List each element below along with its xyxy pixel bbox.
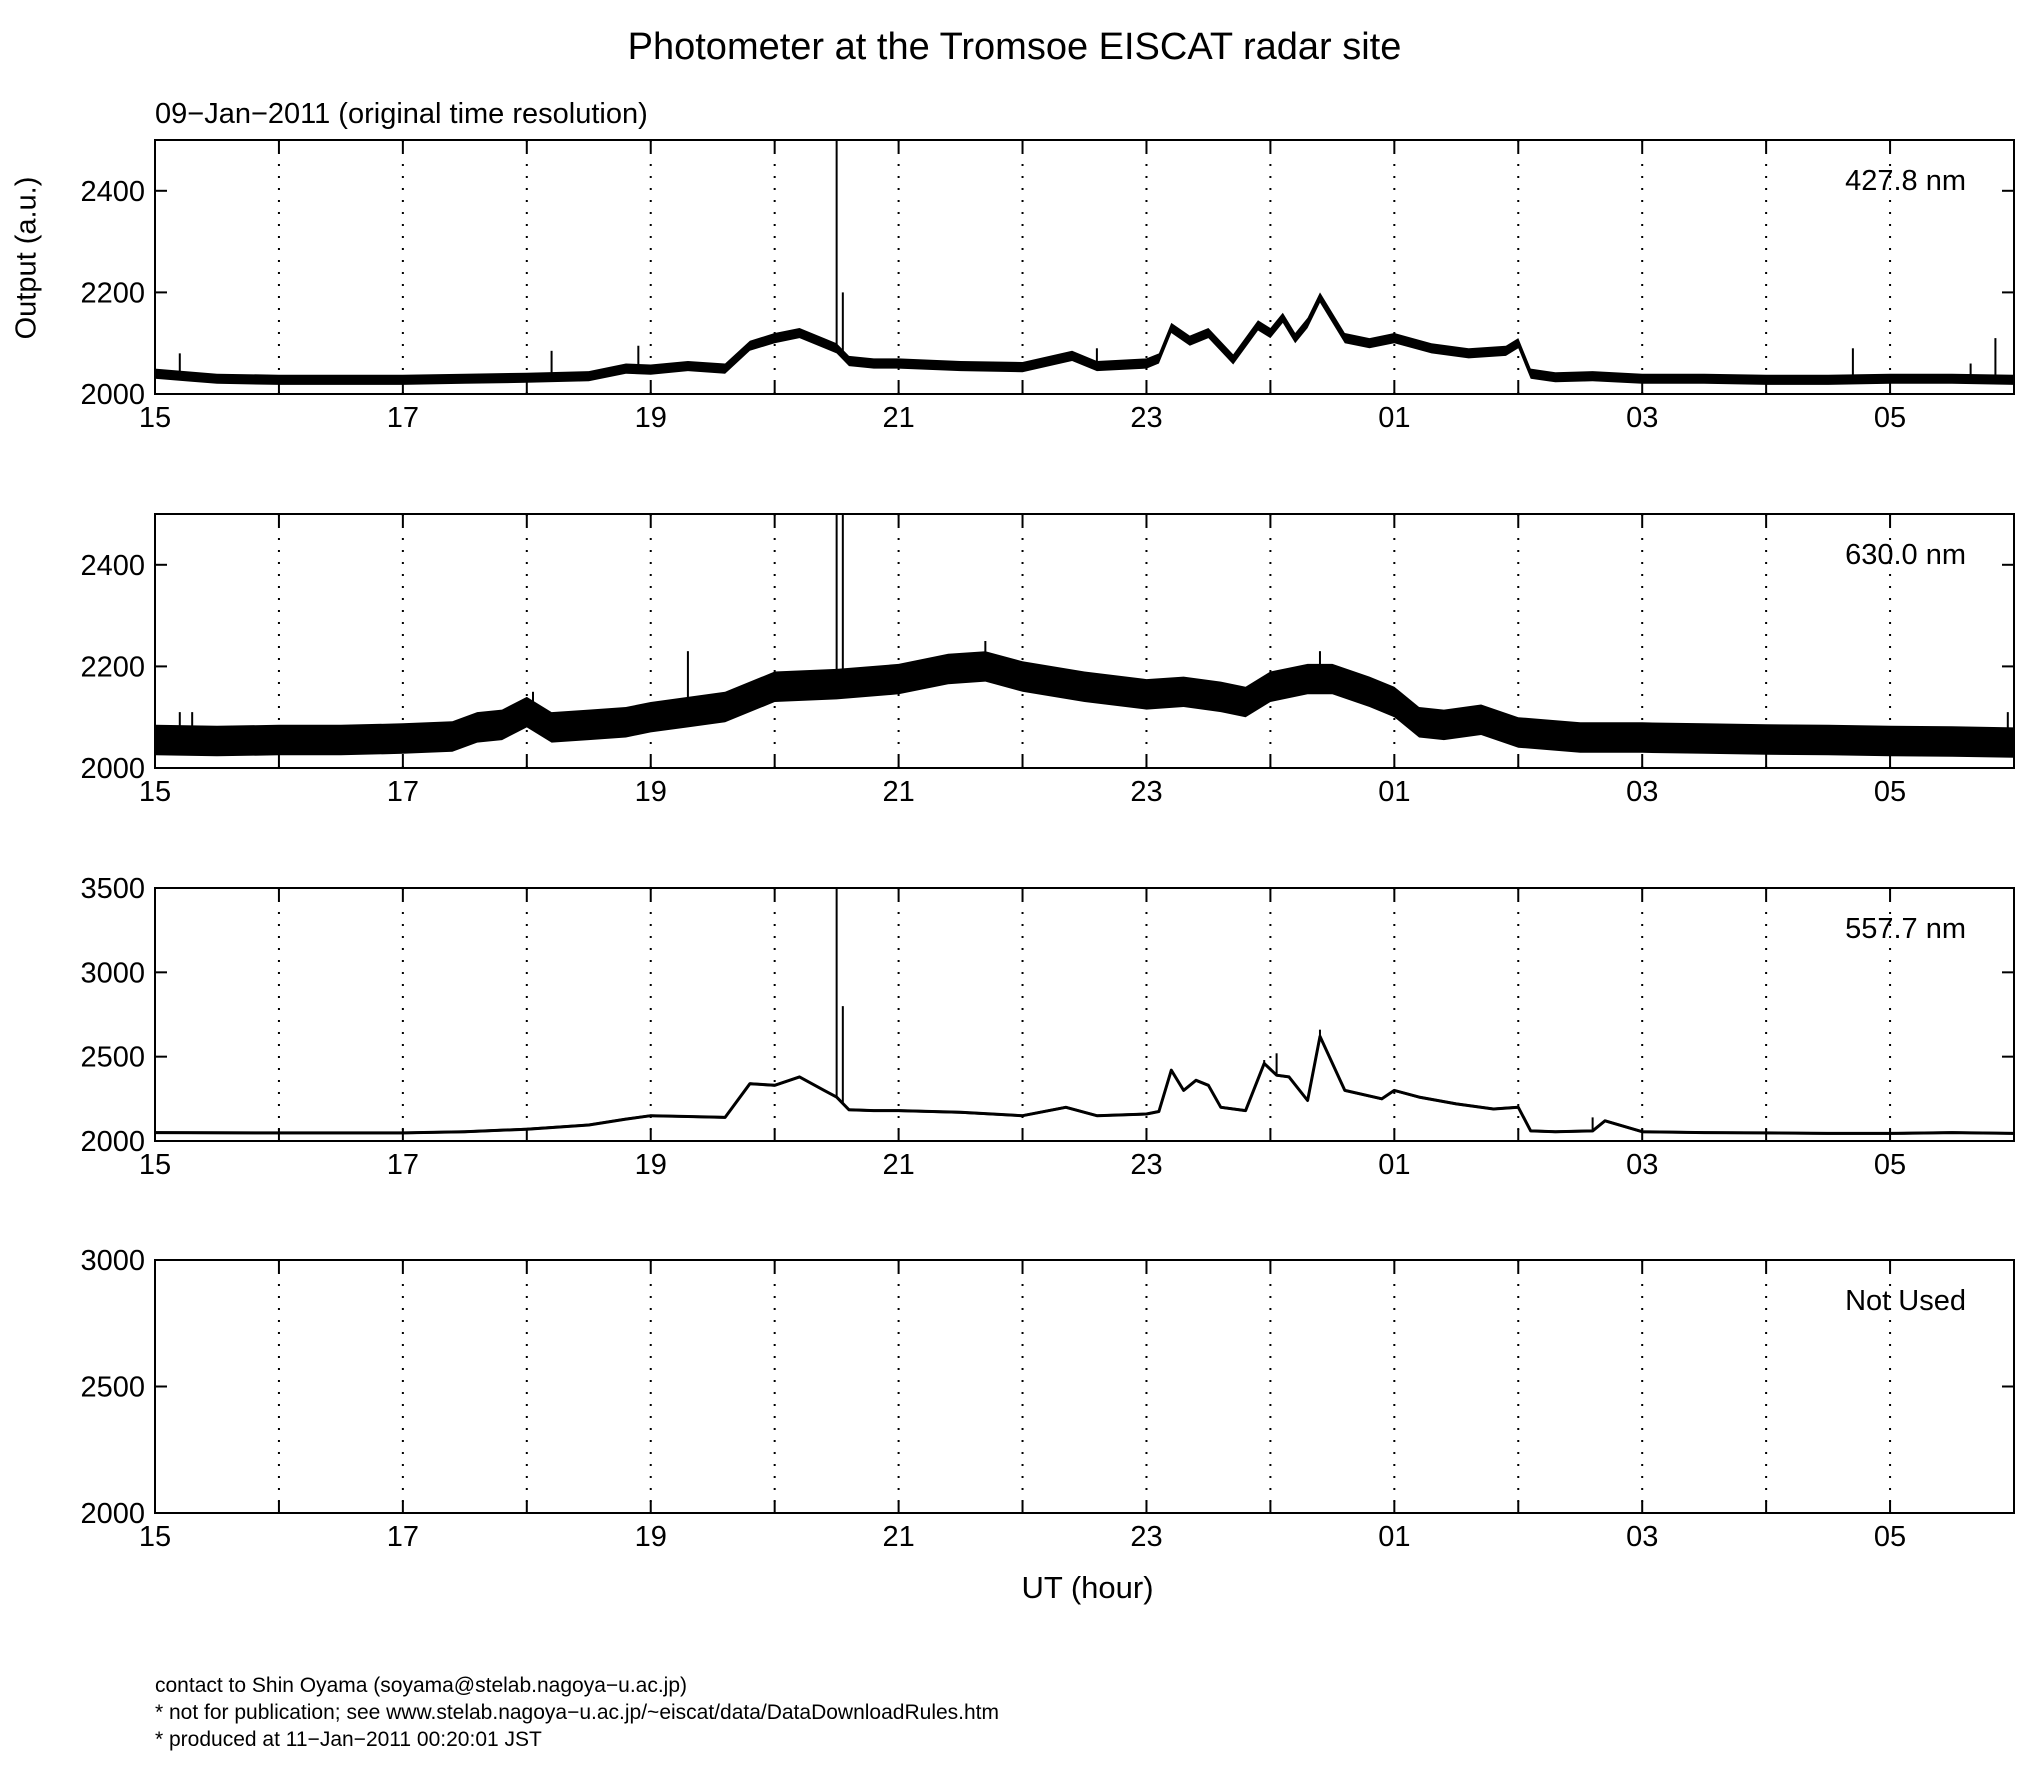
x-tick-label: 19 (635, 776, 667, 808)
x-tick-label: 01 (1378, 776, 1410, 808)
x-tick-label: 17 (387, 402, 419, 434)
plot-frame (154, 887, 2015, 1142)
y-tick-label: 2400 (80, 176, 145, 208)
x-tick-label: 01 (1378, 1521, 1410, 1553)
x-tick-label: 15 (139, 1149, 171, 1181)
panel-label: 630.0 nm (1845, 539, 1966, 571)
noise-band (155, 292, 2014, 385)
chart-subtitle: 09−Jan−2011 (original time resolution) (155, 98, 648, 130)
x-tick-label: 05 (1874, 402, 1906, 434)
x-tick-label: 19 (635, 402, 667, 434)
panel-1: 15 17 19 21 23 01 03 05 2000 2200 2400 427.8 nm (80, 139, 2015, 434)
x-tick-label: 03 (1626, 776, 1658, 808)
panel-4: 15 17 19 21 23 01 03 05 2000 2500 3000 Not Used (80, 1245, 2015, 1553)
x-tick-label: 17 (387, 776, 419, 808)
x-axis-label: UT (hour) (1021, 1570, 1154, 1605)
footer-notice: * not for publication; see www.stelab.na… (155, 1701, 999, 1724)
panel-label: Not Used (1845, 1285, 1966, 1317)
x-tick-label: 23 (1130, 402, 1162, 434)
noise-band (155, 651, 2014, 758)
panel-label: 427.8 nm (1845, 165, 1966, 197)
y-tick-label: 2500 (80, 1042, 145, 1074)
x-tick-label: 21 (882, 402, 914, 434)
x-tick-label: 01 (1378, 402, 1410, 434)
footer: contact to Shin Oyama (soyama@stelab.nag… (155, 1672, 999, 1753)
x-tick-label: 23 (1130, 776, 1162, 808)
plot-frame (154, 1259, 2015, 1514)
y-tick-label: 2500 (80, 1372, 145, 1404)
x-tick-label: 03 (1626, 1521, 1658, 1553)
panel-2: 15 17 19 21 23 01 03 05 2000 2200 2400 630.0 nm (80, 513, 2015, 808)
x-tick-label: 17 (387, 1149, 419, 1181)
chart-title: Photometer at the Tromsoe EISCAT radar s… (627, 26, 1402, 68)
panel-3: 15 17 19 21 23 01 03 05 2000 2500 3000 3500 557.7 nm (80, 873, 2015, 1181)
y-tick-label: 2000 (80, 379, 145, 411)
footer-produced: * produced at 11−Jan−2011 00:20:01 JST (155, 1728, 542, 1751)
y-tick-label: 3000 (80, 1245, 145, 1277)
y-tick-label: 3500 (80, 873, 145, 905)
plot-frame (154, 513, 2015, 769)
series-line (154, 1034, 2015, 1135)
x-tick-label: 05 (1874, 1521, 1906, 1553)
x-tick-label: 01 (1378, 1149, 1410, 1181)
x-tick-label: 03 (1626, 1149, 1658, 1181)
x-tick-label: 21 (882, 776, 914, 808)
x-tick-label: 19 (635, 1149, 667, 1181)
y-tick-label: 3000 (80, 957, 145, 989)
x-tick-label: 15 (139, 402, 171, 434)
x-tick-label: 23 (1130, 1521, 1162, 1553)
panel-label: 557.7 nm (1845, 913, 1966, 945)
footer-contact: contact to Shin Oyama (soyama@stelab.nag… (155, 1674, 688, 1697)
y-tick-label: 2000 (80, 1126, 145, 1158)
y-tick-label: 2000 (80, 1498, 145, 1530)
x-tick-label: 17 (387, 1521, 419, 1553)
x-tick-label: 21 (882, 1521, 914, 1553)
y-tick-label: 2400 (80, 550, 145, 582)
x-tick-label: 21 (882, 1149, 914, 1181)
series-line (154, 664, 2015, 745)
series-line (154, 296, 2015, 382)
x-tick-label: 03 (1626, 402, 1658, 434)
plot-frame (154, 139, 2015, 395)
x-tick-label: 05 (1874, 776, 1906, 808)
y-tick-label: 2000 (80, 753, 145, 785)
x-tick-label: 15 (139, 1521, 171, 1553)
y-tick-label: 2200 (80, 651, 145, 683)
y-tick-label: 2200 (80, 277, 145, 309)
x-tick-label: 19 (635, 1521, 667, 1553)
x-tick-label: 23 (1130, 1149, 1162, 1181)
noise-band (155, 1035, 2014, 1135)
x-tick-label: 15 (139, 776, 171, 808)
x-tick-label: 05 (1874, 1149, 1906, 1181)
